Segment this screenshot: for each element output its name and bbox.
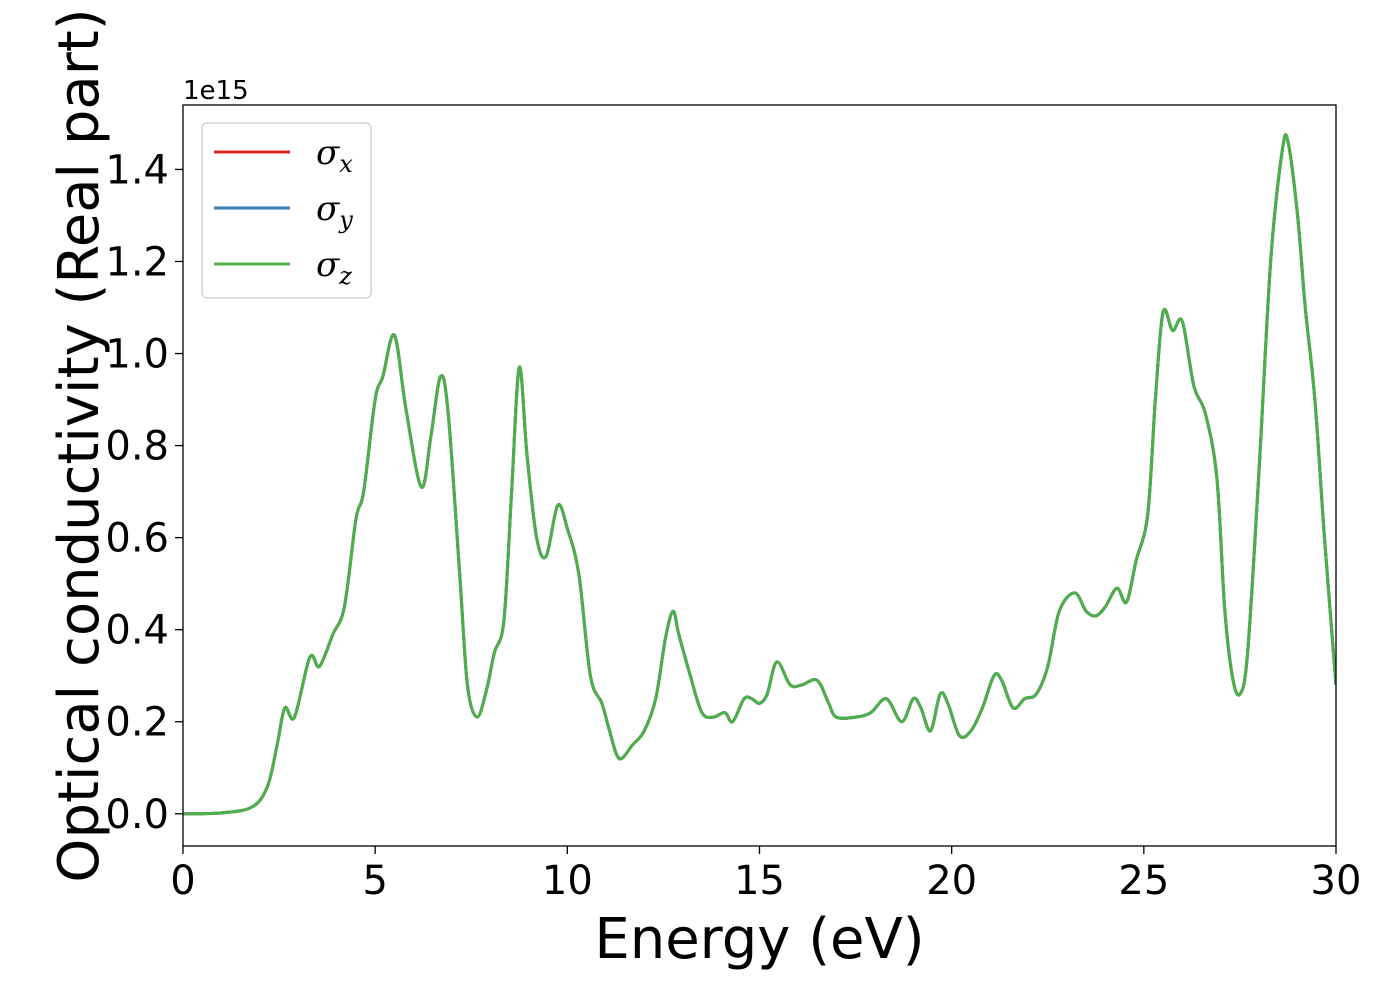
y-tick-label: 0.4	[105, 608, 169, 654]
x-tick-label: 10	[542, 858, 593, 904]
y-tick-label: 0.0	[105, 792, 169, 838]
legend-label-sigma-x: σx	[316, 133, 353, 178]
x-tick-label: 5	[362, 858, 387, 904]
y-offset-label: 1e15	[183, 76, 249, 106]
y-tick-label: 1.4	[105, 147, 169, 193]
legend-box	[201, 122, 372, 299]
series-layer	[183, 133, 1336, 816]
x-tick-label: 0	[170, 858, 195, 904]
y-axis: 0.0 0.2 0.4 0.6 0.8 1.0 1.2 1.4	[105, 147, 183, 838]
legend-label-sigma-z: σz	[316, 245, 352, 290]
x-tick-label: 15	[734, 858, 785, 904]
y-axis-title: Optical conductivity (Real part)	[47, 8, 112, 882]
x-tick-label: 20	[926, 858, 977, 904]
y-tick-label: 0.2	[105, 700, 169, 746]
legend-label-sigma-y: σy	[316, 189, 353, 234]
y-tick-label: 1.2	[105, 239, 169, 285]
y-tick-label: 1.0	[105, 332, 169, 378]
series-line-sigma-z	[183, 133, 1336, 816]
x-tick-label: 25	[1118, 858, 1169, 904]
y-tick-label: 0.6	[105, 516, 169, 562]
x-axis-title: Energy (eV)	[594, 907, 924, 972]
y-tick-label: 0.8	[105, 424, 169, 470]
legend: σx σy σz	[201, 122, 372, 299]
x-tick-label: 30	[1311, 858, 1362, 904]
x-axis: 0 5 10 15 20 25 30	[170, 846, 1361, 904]
